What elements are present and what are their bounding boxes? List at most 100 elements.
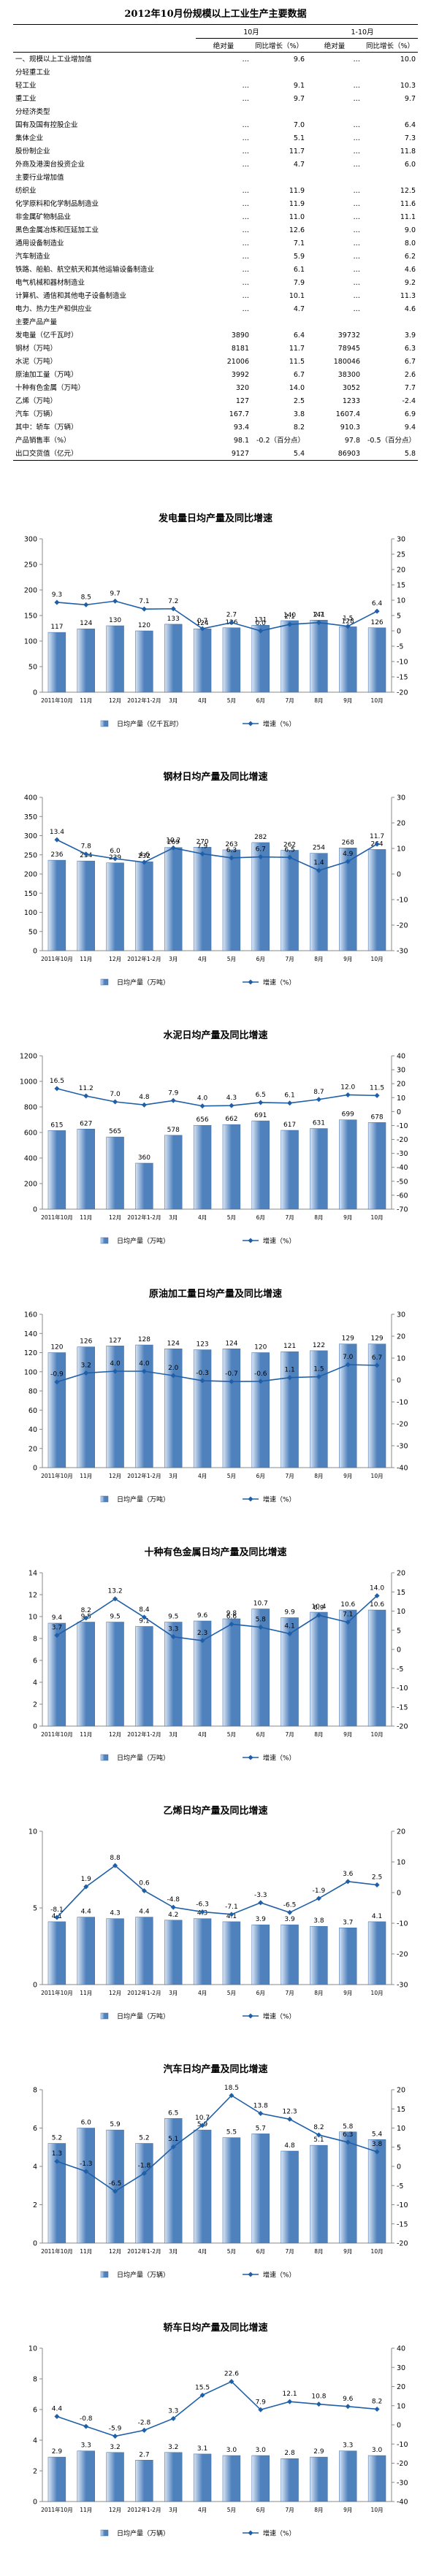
line-value-label: 1.3	[52, 2150, 62, 2158]
bar-value-label: 9.8	[226, 1610, 237, 1617]
line-marker	[141, 2170, 147, 2176]
bar	[310, 1611, 328, 1727]
line-value-label: 18.5	[224, 2085, 239, 2092]
bar-value-label: 578	[167, 1127, 180, 1134]
y-tick-label: 0	[33, 1723, 37, 1731]
bar	[339, 2131, 357, 2244]
y2-tick-label: 10	[397, 2125, 405, 2133]
y2-tick-label: -50	[397, 1178, 408, 1186]
bar-value-label: 627	[80, 1120, 92, 1127]
y2-tick-label: -40	[397, 1164, 408, 1172]
bar	[310, 853, 328, 951]
bar	[106, 1346, 124, 1468]
y2-tick-label: -10	[397, 2201, 408, 2209]
bar	[310, 2456, 328, 2502]
y2-tick-label: -10	[397, 897, 408, 905]
bar	[47, 632, 66, 693]
table-title: 2012年10月份规模以上工业生产主要数据	[124, 9, 307, 20]
cell: 910.3	[340, 423, 360, 432]
line-marker	[258, 628, 264, 634]
bar-value-label: 117	[50, 624, 63, 631]
bar	[367, 627, 386, 693]
cell: 9.4	[404, 423, 416, 432]
x-tick-label: 11月	[80, 1473, 92, 1479]
y-tick-label: 4	[33, 1679, 37, 1687]
y2-tick-label: -40	[397, 1465, 408, 1473]
cell: 10.0	[400, 55, 416, 64]
bar	[77, 1622, 95, 1727]
cell: 11.8	[400, 147, 416, 156]
row-label: 分经济类型	[15, 107, 50, 116]
legend-swatch	[100, 1754, 109, 1761]
bar	[47, 859, 66, 951]
chart: 乙烯日均产量及同比增速 0 5 10 -30 -20 -10 0 10 20 2011年10月 11月…	[28, 1805, 408, 2021]
bar-value-label: 4.4	[139, 1909, 150, 1916]
line-marker	[287, 1375, 293, 1381]
line-marker	[83, 602, 89, 607]
bar	[77, 2128, 95, 2244]
line-value-label: 7.1	[343, 1611, 353, 1619]
cell: 5.9	[293, 252, 305, 261]
y2-tick-label: -30	[397, 1150, 408, 1158]
legend-label: 日均产量（亿千瓦时）	[117, 720, 183, 729]
y2-tick-label: 20	[397, 567, 405, 575]
bar-value-label: 617	[283, 1122, 296, 1129]
y2-tick-label: 5	[397, 2144, 401, 2152]
line-marker	[287, 1630, 293, 1636]
x-tick-label: 2012年1-2月	[127, 697, 161, 704]
bar	[193, 1620, 212, 1727]
line-marker	[345, 1092, 351, 1097]
cell: 4.6	[404, 304, 416, 313]
cell: 1607.4	[335, 410, 360, 418]
y-tick-label: 14	[28, 1570, 37, 1578]
cell: 8.0	[404, 239, 416, 248]
x-tick-label: 3月	[169, 2507, 178, 2513]
line-marker	[374, 608, 380, 614]
line-value-label: 11.7	[370, 833, 384, 840]
legend-marker	[248, 1755, 253, 1760]
row-label: 黑色金属冶炼和压延加工业	[15, 226, 99, 234]
line-marker	[199, 626, 205, 632]
line-marker	[316, 867, 321, 873]
bar	[47, 2143, 66, 2244]
row-label: 非金属矿物制品业	[15, 212, 72, 221]
y-tick-label: 60	[28, 1407, 37, 1415]
chart: 十种有色金属日均产量及同比增速 0 2 4 6 8 10 12 14 -20 -15 -10 -5 0 5 1…	[28, 1546, 408, 1763]
line-value-label: 2.7	[226, 612, 237, 619]
line-value-label: 6.7	[372, 1354, 382, 1362]
y2-tick-label: -10	[397, 1684, 408, 1693]
cell: 6.4	[293, 331, 305, 340]
line-value-label: 8.7	[313, 1089, 324, 1096]
line-value-label: 10.7	[195, 2115, 210, 2122]
bar-value-label: 2.7	[139, 2451, 149, 2458]
cell: 14.0	[289, 383, 305, 392]
line-marker	[54, 837, 60, 843]
y-tick-label: 8	[33, 2087, 37, 2095]
y-tick-label: 0	[33, 948, 37, 956]
bar-value-label: 121	[283, 1343, 296, 1350]
x-tick-label: 9月	[343, 956, 352, 962]
line-marker	[316, 1612, 321, 1618]
y2-tick-label: -20	[397, 689, 408, 697]
x-tick-label: 9月	[343, 1214, 352, 1221]
x-tick-label: 7月	[285, 1473, 294, 1479]
header-column: 同比增长（%）	[362, 38, 418, 53]
y2-tick-label: 10	[397, 1095, 405, 1103]
bar	[281, 1130, 299, 1210]
cell: 6.0	[404, 160, 416, 169]
bar-value-label: 130	[109, 617, 121, 624]
bar	[339, 2450, 357, 2502]
cell: …	[242, 94, 250, 103]
y2-tick-label: -30	[397, 1982, 408, 1990]
line-marker	[316, 2132, 321, 2138]
bar-value-label: 3.0	[372, 2447, 383, 2454]
table-row: 其中：轿车（万辆） 93.4 8.2 910.3 9.4	[13, 421, 418, 434]
x-tick-label: 2012年1-2月	[127, 2247, 161, 2255]
cell: 5.8	[362, 447, 418, 461]
line-marker	[112, 1368, 118, 1374]
cell: 11.9	[289, 186, 305, 195]
bar	[106, 2452, 124, 2502]
line-marker	[258, 1900, 264, 1906]
y-tick-label: 2	[33, 1701, 37, 1709]
x-tick-label: 12月	[109, 697, 121, 704]
